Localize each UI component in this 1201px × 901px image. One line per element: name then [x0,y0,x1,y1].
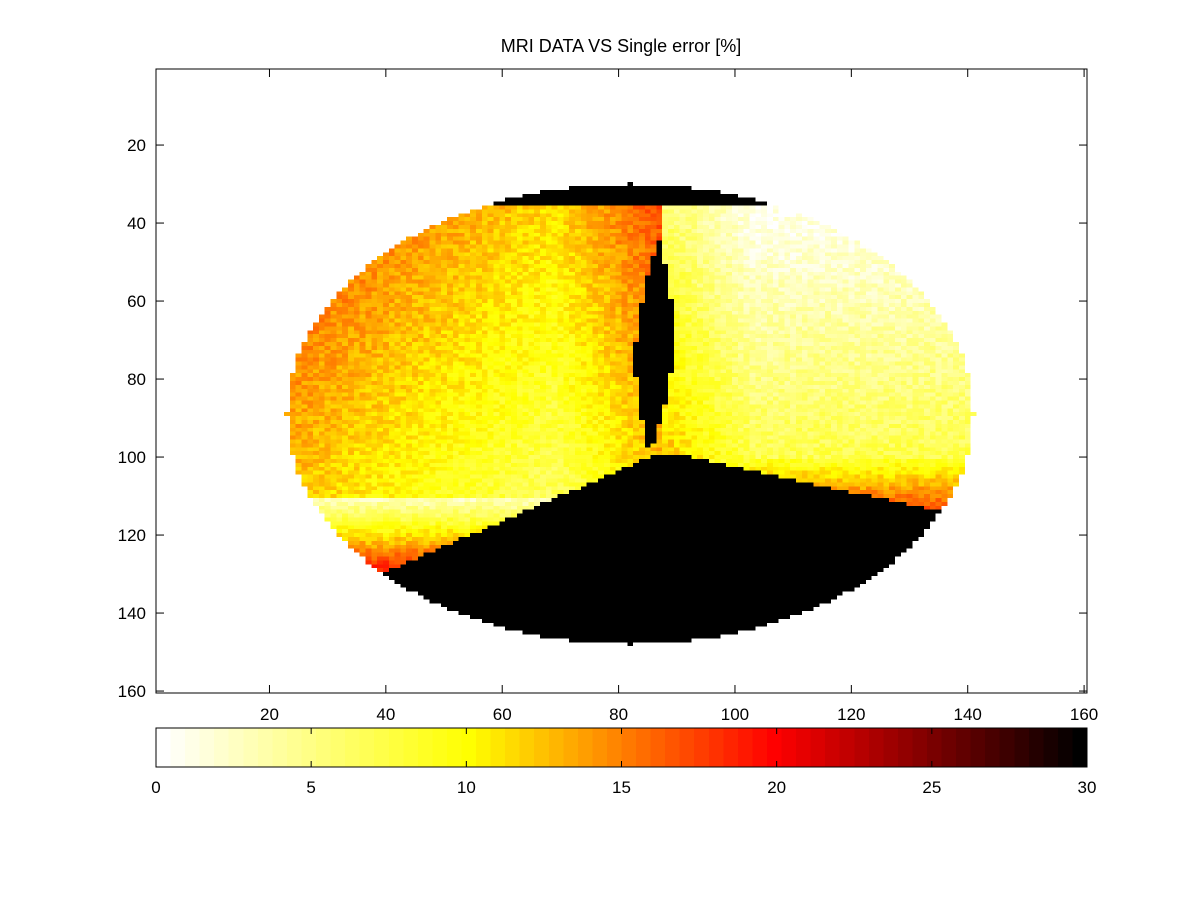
x-tick-label: 160 [1070,705,1098,724]
heatmap-image [156,69,1087,693]
x-tick-label: 60 [493,705,512,724]
x-tick-label: 80 [609,705,628,724]
x-tick-label: 120 [837,705,865,724]
colorbar-gradient [156,728,1087,767]
y-tick-label: 100 [118,448,146,467]
y-axis: 20 40 60 80 100 120 140 160 [118,136,1087,701]
x-axis: 20 40 60 80 100 120 140 160 [260,69,1098,724]
colorbar-tick-label: 15 [612,778,631,797]
colorbar-tick-label: 20 [767,778,786,797]
y-tick-label: 20 [127,136,146,155]
y-tick-label: 120 [118,526,146,545]
x-tick-label: 20 [260,705,279,724]
y-tick-label: 140 [118,604,146,623]
colorbar-tick-label: 30 [1078,778,1097,797]
colorbar-ticks: 0 5 10 15 20 25 30 [151,728,1096,797]
colorbar: 0 5 10 15 20 25 30 [151,727,1096,797]
plot-frame [155,68,1088,694]
y-tick-label: 160 [118,682,146,701]
y-tick-label: 40 [127,214,146,233]
y-tick-label: 60 [127,292,146,311]
x-tick-label: 140 [954,705,982,724]
colorbar-tick-label: 5 [306,778,315,797]
x-tick-label: 40 [376,705,395,724]
colorbar-tick-label: 25 [922,778,941,797]
colorbar-tick-label: 0 [151,778,160,797]
plot-area: 20 40 60 80 100 120 140 160 20 40 60 80 100 120 140 16… [118,68,1098,724]
colorbar-tick-label: 10 [457,778,476,797]
chart-title: MRI DATA VS Single error [%] [501,36,741,56]
x-tick-label: 100 [721,705,749,724]
y-tick-label: 80 [127,370,146,389]
